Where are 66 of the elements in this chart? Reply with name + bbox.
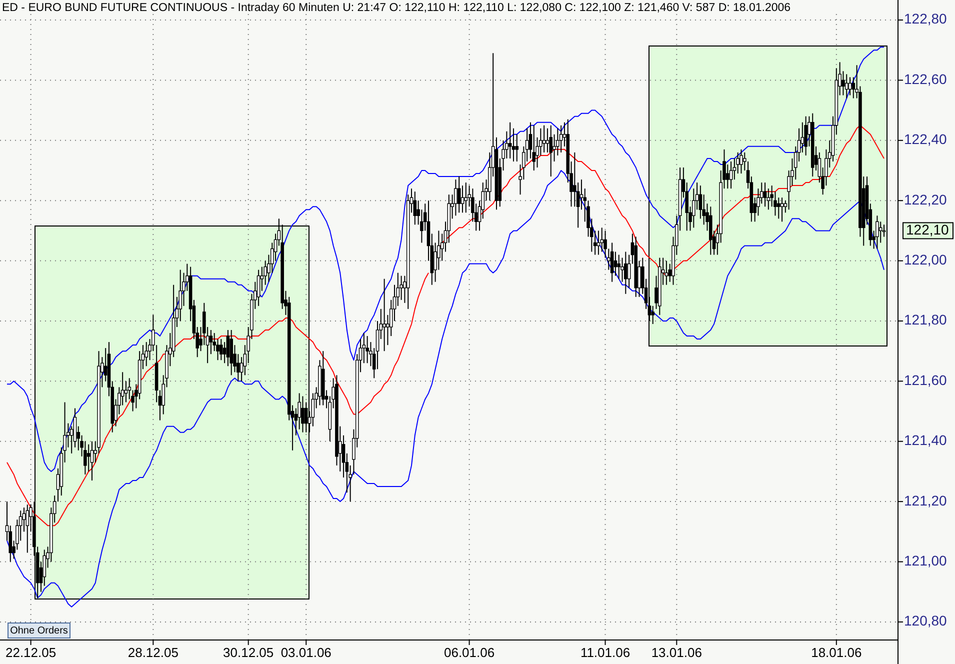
text: 122,10 [906, 221, 950, 238]
line-series [6, 170, 884, 608]
y-tick-label: 121,60 [904, 372, 948, 388]
candlestick [617, 254, 621, 280]
candlestick [842, 70, 845, 96]
candlestick [304, 402, 308, 433]
y-tick-label: 121,00 [904, 552, 948, 568]
candlestick [515, 134, 519, 162]
candlestick [454, 179, 458, 216]
x-tick-label: 18.01.06 [811, 645, 862, 660]
candlestick [729, 160, 733, 190]
candlestick [366, 336, 369, 364]
candlestick [651, 305, 655, 324]
candlestick [878, 221, 882, 244]
candlestick [740, 148, 743, 174]
candlestick [144, 342, 148, 367]
candlestick [464, 182, 468, 214]
candlestick [610, 242, 614, 282]
candlestick [220, 338, 223, 361]
candlestick [844, 74, 848, 99]
annotation: Ohne Orders [10, 626, 68, 637]
candlestick [457, 176, 461, 214]
y-tick-label: 121,40 [904, 432, 948, 448]
candlestick [532, 124, 536, 171]
candlestick [90, 440, 94, 481]
candlestick [209, 330, 213, 355]
candlestick [600, 227, 604, 252]
x-tick-label: 22.12.05 [5, 645, 56, 660]
y-tick-label: 122,40 [904, 131, 948, 148]
candlestick [776, 197, 780, 220]
y-tick-label: 122,00 [904, 251, 948, 268]
candlestick [542, 124, 546, 153]
line-series [6, 46, 884, 472]
chart-title: ED - EURO BUND FUTURE CONTINUOUS - Intraday 60 Minuten U: 21:47 O: 122,110 H: 122,110 L: 122,080 C: 122,100 Z: 121,460 V: 587 D: 18.01.2006 [2, 2, 791, 14]
candlestick [876, 215, 879, 250]
candlestick [413, 191, 417, 226]
y-tick-label: 121,80 [904, 312, 948, 328]
candlestick [546, 128, 550, 153]
candlestick [763, 182, 767, 208]
candlestick [460, 185, 464, 214]
y-tick-label: 120,80 [904, 612, 948, 629]
candlestick [848, 76, 852, 96]
candlestick [604, 230, 607, 258]
y-tick-label: 122,80 [904, 10, 948, 27]
candlestick [26, 504, 30, 554]
candlestick [614, 251, 618, 276]
candlestick [624, 251, 628, 294]
x-tick-label: 28.12.05 [128, 645, 178, 660]
candlestick [256, 269, 260, 306]
candlestick [620, 257, 624, 282]
y-tick-label: 121,20 [904, 492, 948, 508]
y-tick-label: 122,60 [904, 70, 948, 87]
candlestick [508, 122, 512, 159]
candlestick [549, 124, 553, 178]
x-tick-label: 13.01.06 [651, 645, 702, 660]
candlestick [301, 396, 304, 433]
x-tick-label: 03.01.06 [280, 645, 332, 660]
x-tick-label: 11.01.06 [580, 645, 630, 660]
x-tick-label: 06.01.06 [444, 645, 495, 660]
candlestick [726, 164, 730, 190]
y-tick-label: 122,20 [904, 191, 948, 208]
candlestick [559, 124, 563, 153]
candlestick [804, 116, 808, 156]
candlestick [86, 444, 90, 472]
x-tick-label: 30.12.05 [223, 645, 274, 660]
candlestick [382, 278, 386, 352]
